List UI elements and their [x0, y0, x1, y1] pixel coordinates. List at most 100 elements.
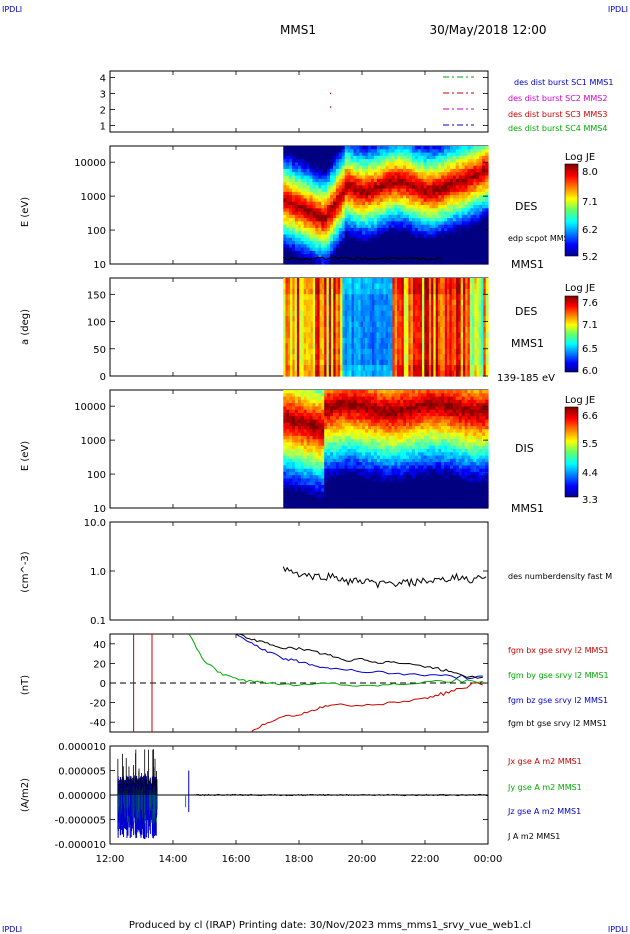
bt-legend: fgm bt gse srvy l2 MMS1 — [508, 719, 607, 728]
xtick-2: 16:00 — [222, 854, 251, 865]
colorbar-electron-energy: Log JE 8.0 7.1 6.2 5.2 — [564, 152, 598, 263]
bf-ytick-3: 20 — [93, 659, 106, 670]
date-time-label: 30/May/2018 12:00 — [429, 23, 546, 37]
dis-label: DIS — [515, 442, 534, 455]
current-noise — [193, 793, 489, 797]
jx-legend: Jx gse A m2 MMS1 — [507, 757, 582, 766]
xtick-6: 00:00 — [474, 854, 503, 865]
bf-ytick-2: 0 — [100, 679, 106, 690]
density-line — [282, 566, 487, 589]
bfield-line-3 — [235, 633, 483, 679]
electron-pitch-spectrogram — [283, 278, 489, 377]
xtick-1: 14:00 — [159, 854, 188, 865]
bz-legend: fgm bz gse srvy l2 MMS1 — [508, 696, 608, 705]
colorbar-1-tick-0: 8.0 — [582, 167, 598, 178]
burst-point-0 — [330, 92, 331, 95]
pa-ytick-2: 100 — [87, 318, 106, 329]
ylabel-ion-energy: E (eV) — [20, 441, 31, 471]
e1-ytick-1: 100 — [87, 226, 106, 237]
burst-ytick-3: 4 — [100, 73, 106, 84]
pa-ytick-3: 150 — [87, 290, 106, 301]
by-legend: fgm by gse srvy l2 MMS1 — [508, 671, 609, 680]
mms1-label-3: MMS1 — [511, 502, 544, 515]
colorbar-1-label: Log JE — [565, 152, 595, 163]
colorbar-3-tick-2: 4.4 — [582, 468, 598, 479]
xtick-3: 18:00 — [285, 854, 314, 865]
colorbar-3-tick-1: 5.5 — [582, 439, 598, 450]
burst-ytick-0: 1 — [100, 122, 106, 133]
cu-ytick-4: 0.000010 — [58, 742, 106, 753]
colorbar-2-tick-2: 6.5 — [582, 344, 598, 355]
corner-label-br: IPDLI — [608, 925, 628, 934]
e2-ytick-0: 10 — [93, 504, 106, 515]
colorbar-2-label: Log JE — [565, 283, 595, 294]
footer-text: Produced by cl (IRAP) Printing date: 30/… — [129, 920, 531, 931]
page-title: MMS1 — [280, 23, 316, 37]
pa-ytick-1: 50 — [93, 345, 106, 356]
ylabel-pitch-angle: a (deg) — [20, 309, 31, 345]
dn-ytick-0: 0.1 — [90, 616, 106, 627]
bf-ytick-1: -20 — [90, 699, 106, 710]
e2-ytick-2: 1000 — [81, 436, 106, 447]
burst-legend-1: des dist burst SC1 MMS1 — [514, 78, 613, 87]
e1-ytick-0: 10 — [93, 260, 106, 271]
xtick-0: 12:00 — [96, 854, 125, 865]
burst-ytick-1: 2 — [100, 106, 106, 117]
corner-label-tl: IPDLI — [2, 5, 22, 14]
jy-legend: Jy gse A m2 MMS1 — [507, 783, 582, 792]
bf-ytick-0: -40 — [90, 718, 106, 729]
axis-ticks: 1 2 3 4 10 100 1000 10000 0 50 100 150 10 100 1000 1000… — [55, 73, 503, 865]
colorbar-pitch-angle: Log JE 7.6 7.1 6.5 6.0 — [564, 283, 598, 377]
e2-ytick-3: 10000 — [74, 402, 106, 413]
density-legend: des numberdensity fast M — [508, 572, 612, 581]
ylabel-current: (A/m2) — [20, 778, 31, 812]
corner-label-bl: IPDLI — [2, 925, 22, 934]
ylabel-density: (cm^-3) — [20, 551, 31, 592]
colorbar-1-tick-3: 5.2 — [582, 252, 598, 263]
j-legend: J A m2 MMS1 — [507, 832, 560, 841]
xtick-4: 20:00 — [348, 854, 377, 865]
colorbar-2-tick-1: 7.1 — [582, 320, 598, 331]
des-label-1: DES — [515, 200, 537, 213]
ion-energy-spectrogram — [283, 390, 489, 509]
colorbar-1-tick-2: 6.2 — [582, 225, 598, 236]
xtick-5: 22:00 — [411, 854, 440, 865]
colorbar-2-tick-3: 6.0 — [582, 366, 598, 377]
colorbar-3-tick-3: 3.3 — [582, 495, 598, 506]
mms1-label-1: MMS1 — [511, 258, 544, 271]
e1-ytick-2: 1000 — [81, 192, 106, 203]
colorbar-2-tick-0: 7.6 — [582, 298, 598, 309]
scpot-line — [282, 256, 442, 261]
cu-ytick-0: -0.000010 — [55, 840, 106, 851]
des-label-2: DES — [515, 305, 537, 318]
bfield-line-2 — [235, 633, 483, 680]
pa-ytick-0: 0 — [100, 372, 106, 383]
jz-legend: Jz gse A m2 MMS1 — [507, 807, 581, 816]
frame-dn — [109, 521, 489, 621]
colorbar-1-tick-1: 7.1 — [582, 197, 598, 208]
cu-ytick-1: -0.000005 — [55, 816, 106, 827]
burst-legend-2: des dist burst SC2 MMS2 — [508, 94, 607, 103]
e1-ytick-3: 10000 — [74, 158, 106, 169]
frame-burst — [109, 70, 489, 133]
bf-ytick-4: 40 — [93, 640, 106, 651]
burst-legend-4: des dist burst SC4 MMS4 — [508, 124, 607, 133]
burst-point-1 — [330, 106, 331, 108]
cu-ytick-2: 0.000000 — [58, 791, 106, 802]
current-bursts — [117, 749, 190, 840]
e2-ytick-1: 100 — [87, 470, 106, 481]
burst-legend-3: des dist burst SC3 MMS3 — [508, 110, 607, 119]
dn-ytick-2: 10.0 — [84, 518, 106, 529]
corner-label-tr: IPDLI — [608, 5, 628, 14]
bx-legend: fgm bx gse srvy l2 MMS1 — [508, 646, 609, 655]
bfield-line-0 — [251, 682, 483, 732]
edp-scpot-label: edp scpot MMS1 — [508, 234, 574, 243]
electron-energy-spectrogram — [283, 146, 489, 265]
energy-range-label: 139-185 eV — [497, 373, 555, 384]
ylabel-magnetic-field: (nT) — [20, 675, 31, 695]
mms1-label-2: MMS1 — [511, 337, 544, 350]
line-plots — [110, 76, 489, 840]
bfield-line-1 — [188, 633, 483, 687]
colorbar-3-tick-0: 6.6 — [582, 411, 598, 422]
